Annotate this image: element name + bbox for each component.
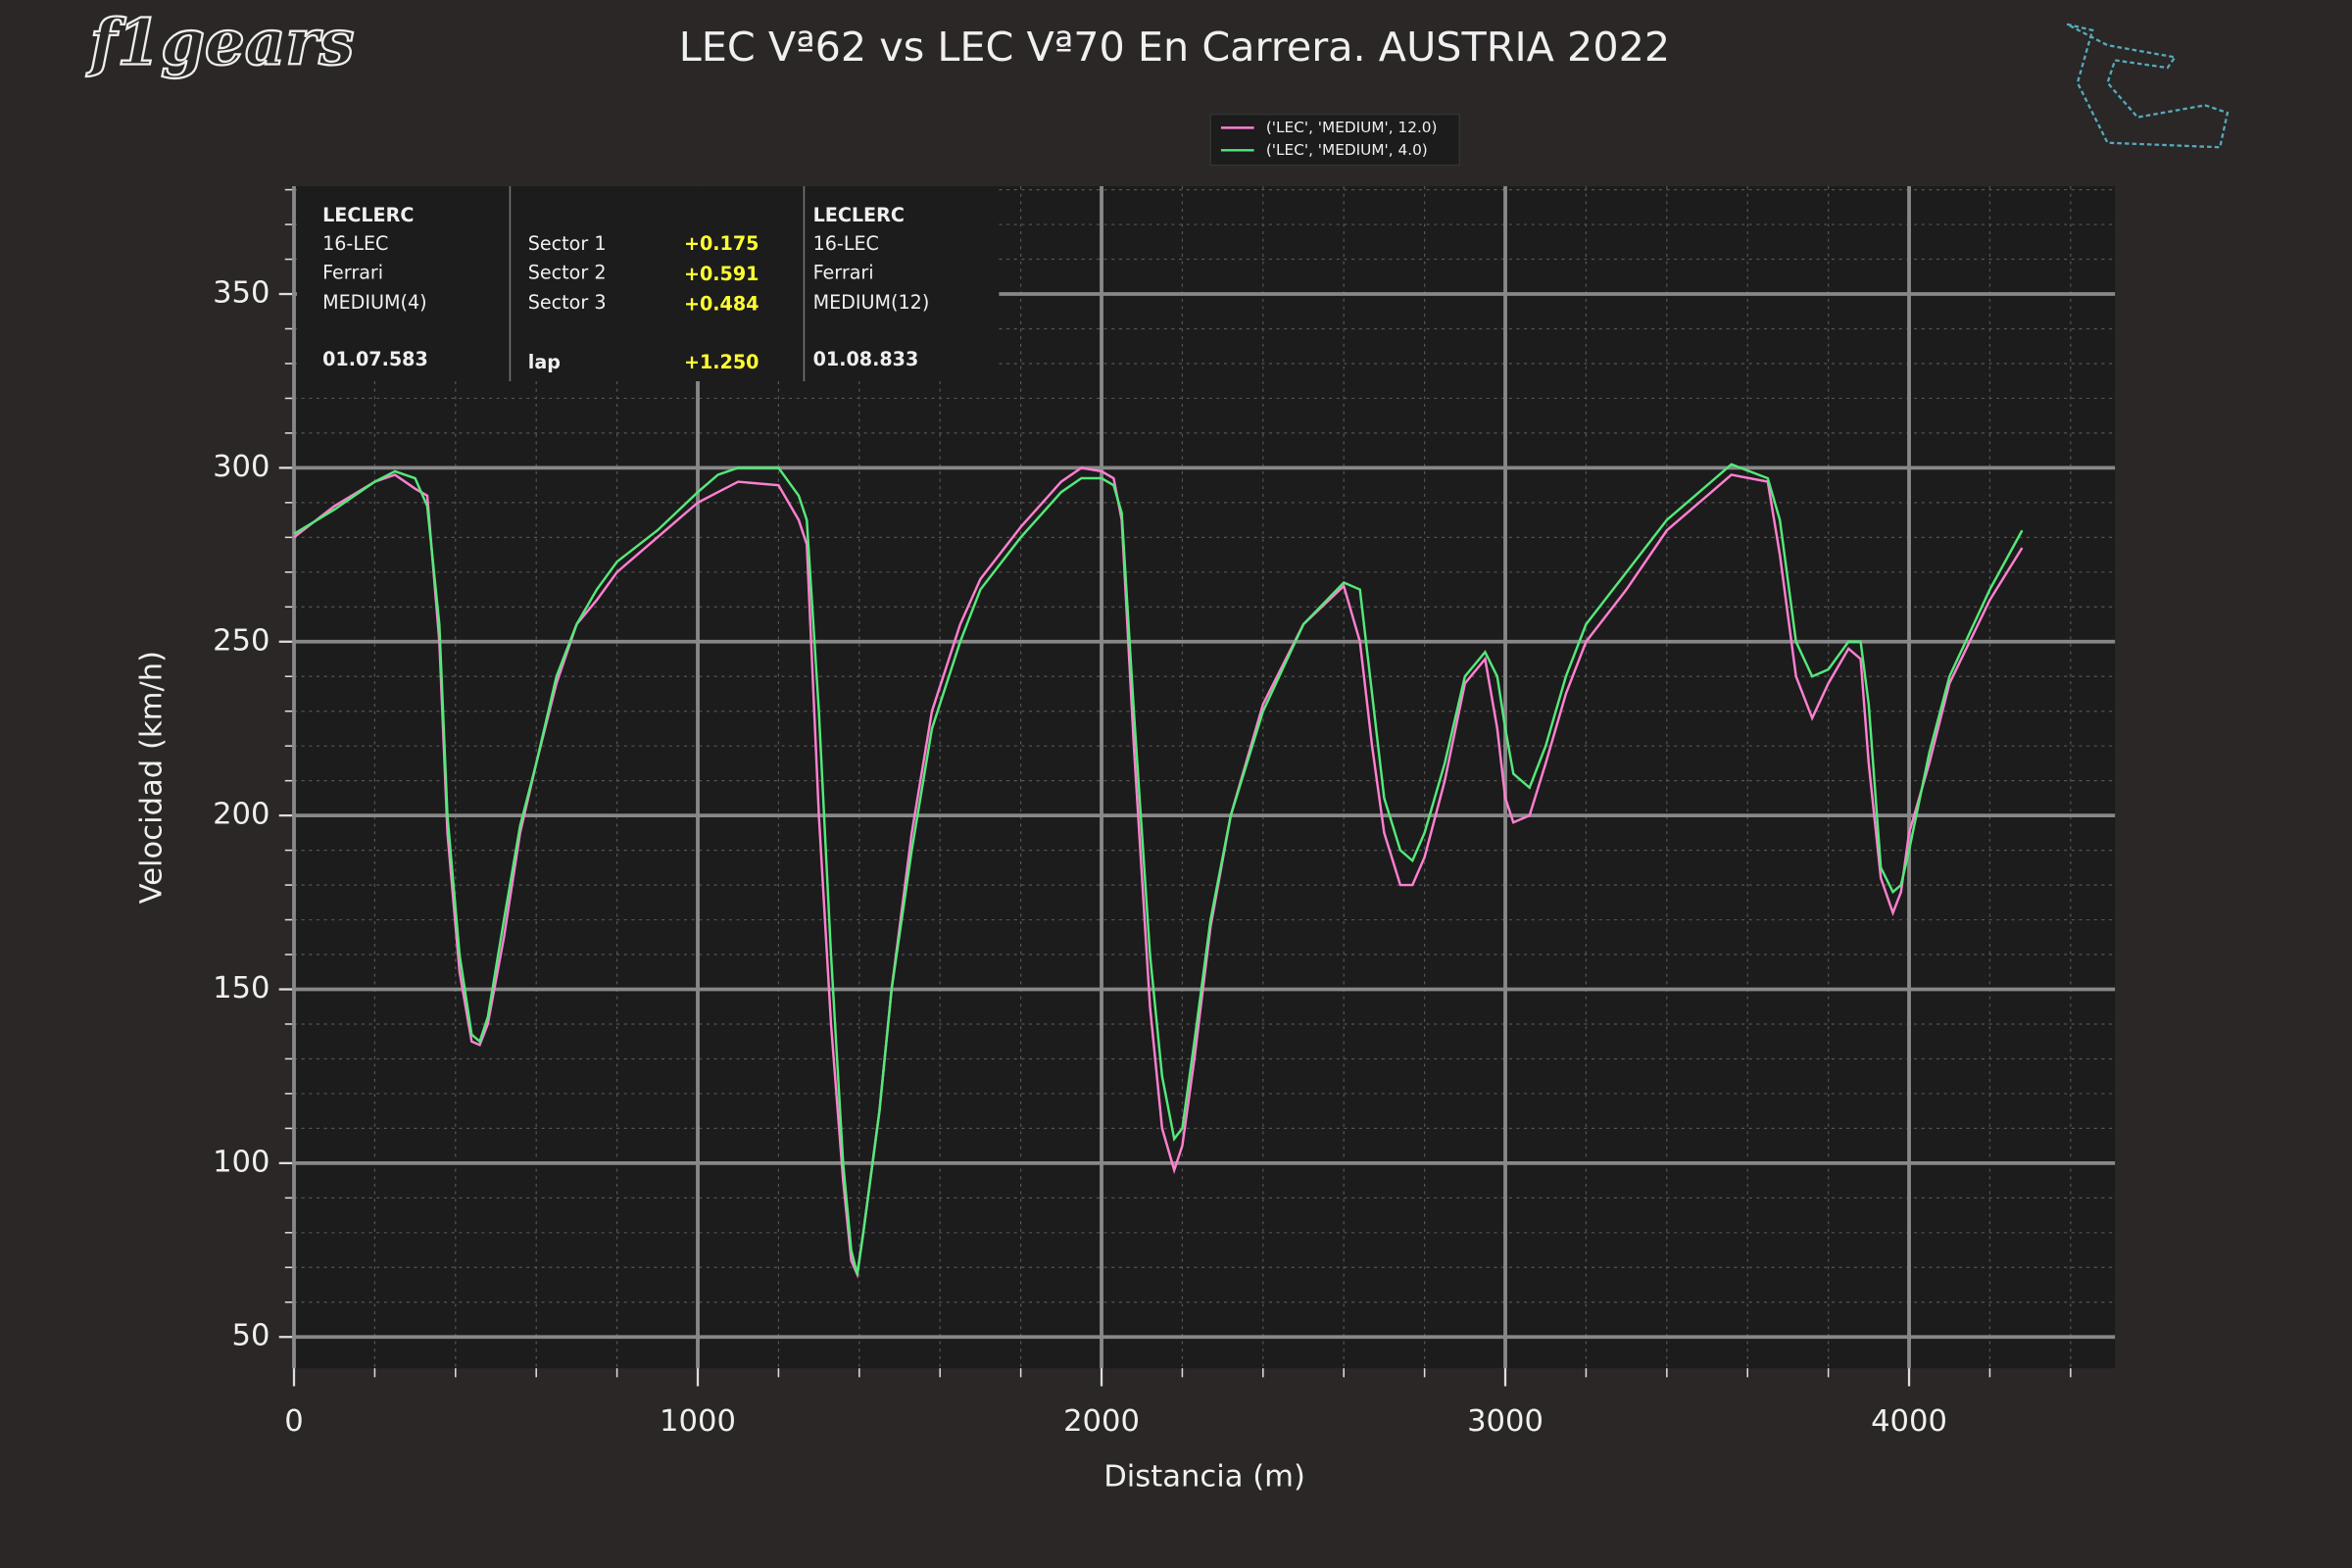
track-map bbox=[2066, 23, 2230, 149]
y-tick-label: 250 bbox=[213, 623, 270, 658]
chart-title: LEC Vª62 vs LEC Vª70 En Carrera. AUSTRIA… bbox=[679, 24, 1670, 71]
sector-label: Sector 3 bbox=[528, 291, 607, 314]
legend-box bbox=[1209, 113, 1461, 167]
x-tick-label: 2000 bbox=[1063, 1404, 1140, 1439]
lines bbox=[293, 463, 2024, 1279]
driver: LECLERC bbox=[813, 204, 905, 226]
info-panel bbox=[297, 186, 1000, 382]
y-tick-label: 300 bbox=[213, 450, 270, 484]
y-axis-label: Velocidad (km/h) bbox=[135, 651, 170, 904]
sector-delta: +0.484 bbox=[684, 292, 760, 315]
driver: LECLERC bbox=[322, 204, 414, 226]
sector-delta: +1.250 bbox=[684, 351, 760, 373]
grid bbox=[278, 186, 2116, 1387]
series-line bbox=[293, 463, 2024, 1275]
lap-time: 01.07.583 bbox=[322, 348, 428, 370]
sector-label: Sector 1 bbox=[528, 232, 607, 255]
y-tick-label: 50 bbox=[232, 1319, 270, 1353]
info-box: LECLERC 16-LEC Ferrari MEDIUM(4) 01.07.5… bbox=[297, 186, 1000, 382]
code: 16-LEC bbox=[322, 232, 388, 255]
tyre: MEDIUM(12) bbox=[813, 291, 930, 314]
x-axis-label: Distancia (m) bbox=[1103, 1459, 1305, 1494]
plot-area bbox=[294, 186, 2116, 1369]
code: 16-LEC bbox=[813, 232, 879, 255]
legend-label: ('LEC', 'MEDIUM', 4.0) bbox=[1266, 141, 1428, 159]
lap-time: 01.08.833 bbox=[813, 348, 919, 370]
sector-delta: +0.175 bbox=[684, 232, 760, 255]
tyre: MEDIUM(4) bbox=[322, 291, 427, 314]
y-tick-label: 200 bbox=[213, 798, 270, 832]
sector-label: lap bbox=[528, 351, 561, 373]
sector-label: Sector 2 bbox=[528, 261, 607, 283]
x-tick-label: 4000 bbox=[1871, 1404, 1947, 1439]
x-tick-label: 1000 bbox=[660, 1404, 736, 1439]
team: Ferrari bbox=[322, 261, 383, 283]
legend: ('LEC', 'MEDIUM', 12.0) ('LEC', 'MEDIUM',… bbox=[1209, 113, 1461, 167]
sector-delta: +0.591 bbox=[684, 263, 760, 285]
legend-label: ('LEC', 'MEDIUM', 12.0) bbox=[1266, 119, 1438, 136]
y-tick-label: 350 bbox=[213, 276, 270, 311]
y-tick-label: 100 bbox=[213, 1145, 270, 1179]
y-tick-label: 150 bbox=[213, 971, 270, 1005]
x-tick-label: 0 bbox=[284, 1404, 303, 1439]
x-tick-label: 3000 bbox=[1467, 1404, 1544, 1439]
logo: f1gears bbox=[86, 7, 355, 80]
team: Ferrari bbox=[813, 261, 874, 283]
